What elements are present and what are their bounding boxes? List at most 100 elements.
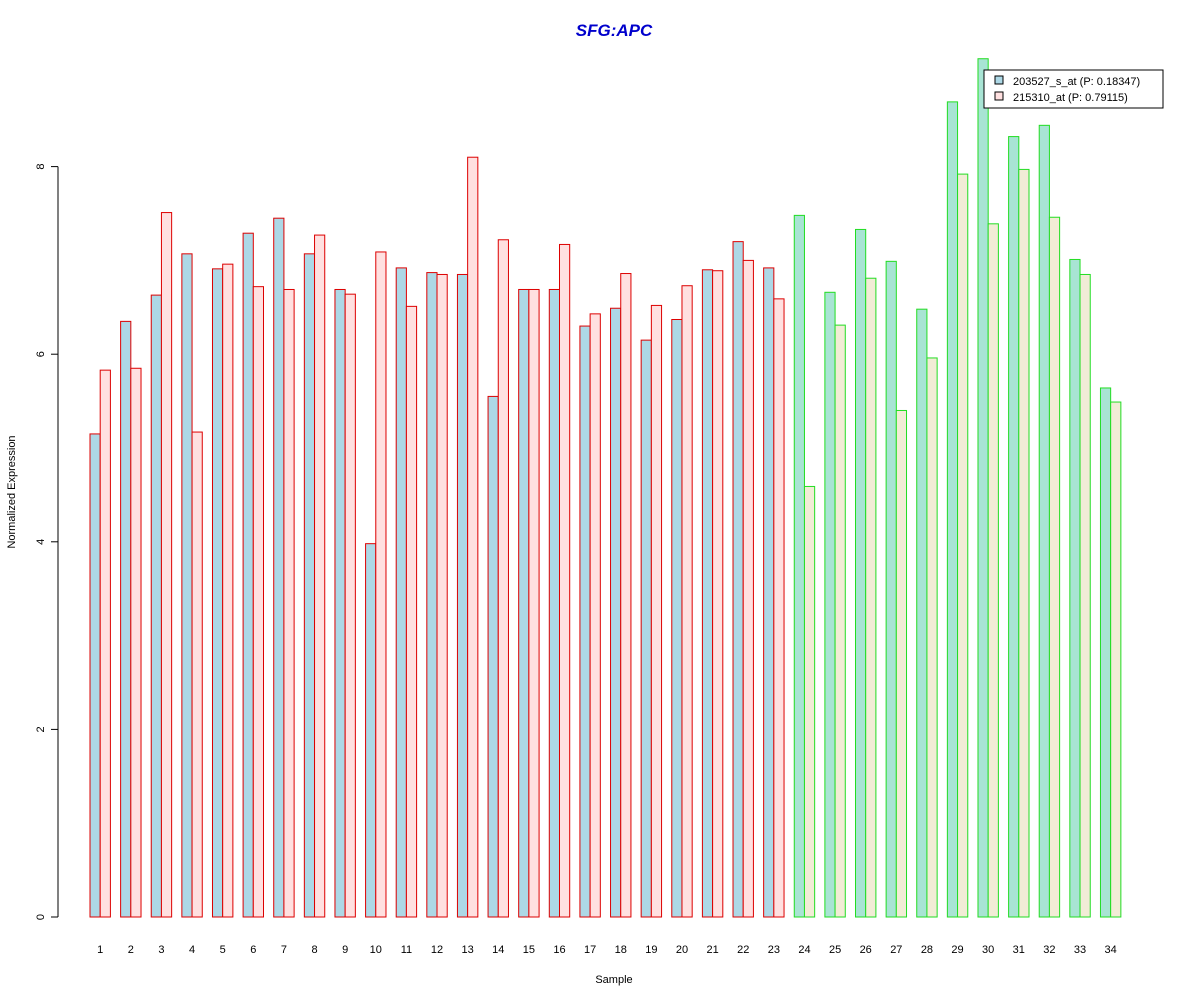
y-tick-label: 4: [35, 539, 47, 545]
x-tick-label: 4: [189, 944, 195, 956]
bar-series-2-sample-27: [895, 409, 908, 918]
bar-series-2-sample-9: [344, 293, 356, 918]
bar-series-2-sample-15: [528, 288, 540, 918]
x-tick-label: 15: [523, 944, 535, 956]
bar-series-1-sample-4: [181, 253, 193, 918]
bar-series-2-sample-21: [712, 270, 724, 918]
bar-series-1-sample-27: [885, 260, 897, 918]
x-tick-label: 2: [128, 944, 134, 956]
bar-series-2-sample-17: [589, 313, 601, 918]
bar-series-1-sample-32: [1038, 124, 1050, 918]
bar-series-1-sample-33: [1069, 258, 1081, 918]
x-axis-label: Sample: [595, 974, 632, 986]
bar-series-1-sample-1: [89, 433, 101, 918]
bar-series-2-sample-16: [559, 243, 571, 918]
x-tick-label: 18: [615, 944, 627, 956]
chart-title: SFG:APC: [576, 21, 653, 40]
bar-series-1-sample-14: [487, 395, 499, 918]
bar-series-1-sample-31: [1008, 136, 1020, 918]
bar-series-1-sample-6: [242, 232, 254, 918]
bar-series-1-sample-29: [946, 101, 959, 918]
x-tick-label: 3: [158, 944, 164, 956]
bar-series-2-sample-26: [865, 277, 877, 918]
bar-series-1-sample-24: [793, 214, 805, 918]
bar-series-2-sample-14: [497, 239, 509, 918]
bar-series-2-sample-1: [99, 369, 111, 918]
bar-series-1-sample-17: [579, 325, 591, 918]
x-tick-label: 9: [342, 944, 348, 956]
bar-series-2-sample-7: [283, 288, 295, 918]
bar-series-1-sample-12: [426, 272, 438, 918]
x-tick-label: 32: [1043, 944, 1055, 956]
x-tick-label: 8: [311, 944, 317, 956]
y-axis-label: Normalized Expression: [6, 435, 18, 548]
bar-series-1-sample-30: [977, 58, 989, 918]
x-tick-label: 6: [250, 944, 256, 956]
legend-box: [983, 69, 1164, 109]
bar-series-2-sample-8: [314, 234, 326, 918]
bar-series-1-sample-28: [916, 308, 928, 918]
bar-series-1-sample-2: [120, 320, 132, 918]
bar-series-2-sample-25: [834, 324, 846, 918]
bar-series-1-sample-23: [763, 267, 775, 918]
x-tick-label: 5: [220, 944, 226, 956]
x-tick-label: 24: [798, 944, 810, 956]
x-tick-label: 33: [1074, 944, 1086, 956]
bar-series-2-sample-28: [926, 357, 938, 918]
bar-series-1-sample-22: [732, 241, 744, 918]
legend-swatch-series-2: [994, 91, 1004, 101]
x-tick-label: 30: [982, 944, 994, 956]
bar-series-2-sample-34: [1110, 401, 1122, 918]
bar-series-2-sample-5: [222, 263, 234, 918]
x-tick-label: 16: [553, 944, 565, 956]
y-tick-label: 8: [35, 164, 47, 170]
bar-series-1-sample-25: [824, 291, 836, 918]
bar-series-2-sample-31: [1018, 168, 1030, 918]
x-tick-label: 14: [492, 944, 504, 956]
bar-series-1-sample-16: [548, 288, 560, 918]
bar-series-2-sample-32: [1048, 216, 1061, 918]
bar-series-2-sample-18: [620, 273, 632, 918]
bar-series-2-sample-30: [987, 223, 999, 918]
bar-series-1-sample-15: [518, 288, 530, 918]
x-tick-label: 26: [860, 944, 872, 956]
y-tick-label: 0: [35, 914, 47, 920]
x-tick-label: 22: [737, 944, 749, 956]
x-tick-label: 19: [645, 944, 657, 956]
bars-group: [89, 58, 1122, 918]
bar-series-2-sample-12: [436, 273, 448, 918]
x-tick-label: 25: [829, 944, 841, 956]
x-tick-label: 13: [462, 944, 474, 956]
bar-series-1-sample-5: [211, 268, 224, 918]
x-tick-label: 31: [1013, 944, 1025, 956]
bar-series-2-sample-24: [803, 485, 816, 918]
bar-series-1-sample-3: [150, 294, 162, 918]
x-tick-label: 23: [768, 944, 780, 956]
bar-series-2-sample-23: [773, 298, 785, 918]
bar-series-1-sample-21: [701, 269, 714, 918]
x-tick-label: 12: [431, 944, 443, 956]
bar-series-2-sample-6: [252, 286, 265, 918]
bar-series-2-sample-10: [375, 251, 387, 918]
bar-series-2-sample-13: [467, 156, 479, 918]
bar-series-1-sample-8: [303, 253, 316, 918]
x-tick-label: 21: [706, 944, 718, 956]
bar-series-1-sample-13: [456, 273, 469, 918]
bar-series-1-sample-34: [1099, 387, 1112, 918]
bar-series-2-sample-22: [742, 259, 754, 918]
x-tick-labels: 1 2 3 4 5 6 7 8 9 10 11 12 13 14 15 16 17 18 19 20 21 22 23 24 2…: [97, 944, 1117, 956]
legend-swatch-series-1: [994, 75, 1004, 85]
x-tick-label: 1: [97, 944, 103, 956]
bar-series-1-sample-9: [334, 288, 346, 918]
x-tick-label: 7: [281, 944, 287, 956]
bar-series-2-sample-33: [1079, 273, 1091, 918]
y-tick-label: 6: [35, 351, 47, 357]
x-tick-label: 29: [951, 944, 963, 956]
x-tick-label: 10: [370, 944, 382, 956]
legend: 203527_s_at (P: 0.18347) 215310_at (P: 0…: [983, 69, 1164, 109]
bar-series-1-sample-19: [640, 339, 652, 918]
bar-series-1-sample-20: [671, 318, 683, 918]
bar-series-1-sample-18: [610, 307, 622, 918]
bar-series-2-sample-19: [650, 304, 663, 918]
